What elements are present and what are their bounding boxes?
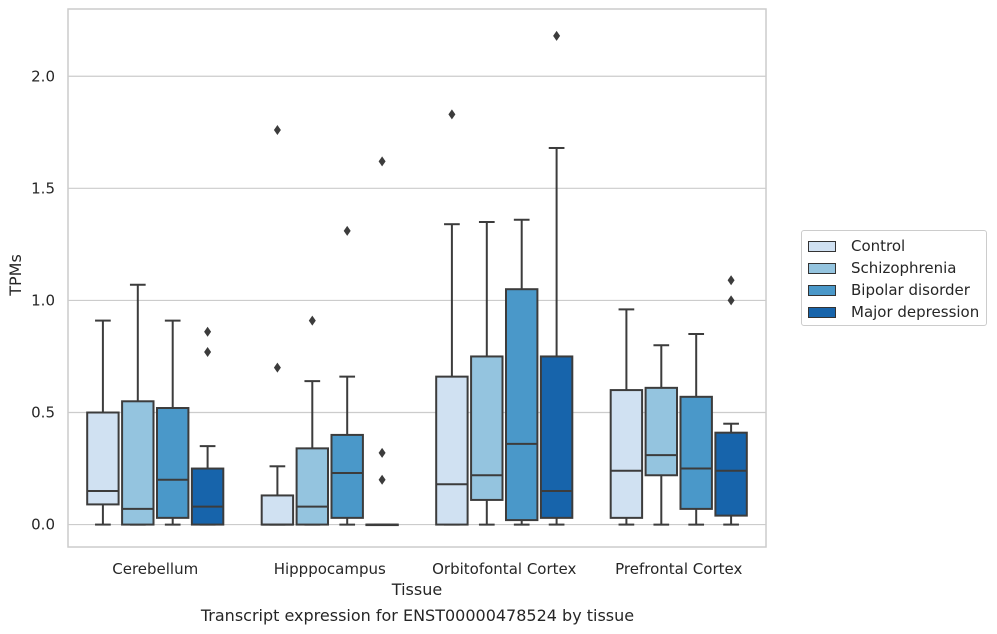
legend-swatch-control [808,240,836,252]
legend-label-schizophrenia: Schizophrenia [851,259,957,277]
outlier-major-depression-hipppocampus [378,447,386,458]
legend-swatch-major-depression [808,306,836,318]
x-tick-label: Prefrontal Cortex [615,560,742,578]
box-major-depression-prefrontal-cortex [714,431,748,517]
outlier-control-orbitofontal-cortex [448,109,456,120]
legend-item-control: Control [808,237,905,255]
y-tick-label: 2.0 [31,67,55,85]
box-schizophrenia-prefrontal-cortex [644,386,679,477]
box-control-orbitofontal-cortex [435,375,469,526]
y-tick-label: 1.0 [31,291,55,309]
y-axis-label: TPMs [6,254,25,297]
plot-frame [67,8,767,548]
y-tick-label: 1.5 [31,179,55,197]
outlier-major-depression-orbitofontal-cortex [553,30,561,41]
legend-item-bipolar-disorder: Bipolar disorder [808,281,970,299]
legend-item-schizophrenia: Schizophrenia [808,259,956,277]
x-tick-label: Cerebellum [112,560,198,578]
box-bipolar-disorder-orbitofontal-cortex [504,288,539,522]
y-tick-label: 0.0 [31,516,55,534]
box-schizophrenia-cerebellum [121,400,155,526]
legend: Control Schizophrenia Bipolar disorder M… [801,230,987,326]
outlier-major-depression-prefrontal-cortex [727,275,735,286]
box-bipolar-disorder-hipppocampus [330,433,364,519]
outlier-major-depression-cerebellum [204,346,212,357]
legend-swatch-schizophrenia [808,262,836,274]
legend-label-major-depression: Major depression [851,303,980,321]
chart-caption: Transcript expression for ENST0000047852… [200,606,635,625]
outlier-major-depression-prefrontal-cortex [727,295,735,306]
outlier-major-depression-cerebellum [204,326,212,337]
box-schizophrenia-orbitofontal-cortex [470,355,504,501]
outlier-control-hipppocampus [273,125,281,136]
box-major-depression-cerebellum [190,467,225,526]
outlier-major-depression-hipppocampus [378,156,386,167]
box-bipolar-disorder-cerebellum [155,407,190,519]
box-control-prefrontal-cortex [609,389,644,519]
box-schizophrenia-hipppocampus [295,447,330,526]
y-tick-label: 0.5 [31,404,55,422]
box-control-cerebellum [86,411,120,506]
box-bipolar-disorder-prefrontal-cortex [679,395,713,510]
outlier-schizophrenia-hipppocampus [308,315,316,326]
legend-item-major-depression: Major depression [808,303,979,321]
outlier-bipolar-disorder-hipppocampus [343,225,351,236]
legend-swatch-bipolar-disorder [808,284,836,296]
x-axis-label: Tissue [391,580,442,599]
outlier-control-hipppocampus [273,362,281,373]
legend-label-control: Control [851,237,906,255]
outlier-major-depression-hipppocampus [378,474,386,485]
box-control-hipppocampus [260,494,295,526]
box-major-depression-orbitofontal-cortex [539,355,574,519]
x-tick-label: Orbitofontal Cortex [432,560,576,578]
legend-label-bipolar-disorder: Bipolar disorder [851,281,970,299]
x-tick-label: Hipppocampus [274,560,386,578]
